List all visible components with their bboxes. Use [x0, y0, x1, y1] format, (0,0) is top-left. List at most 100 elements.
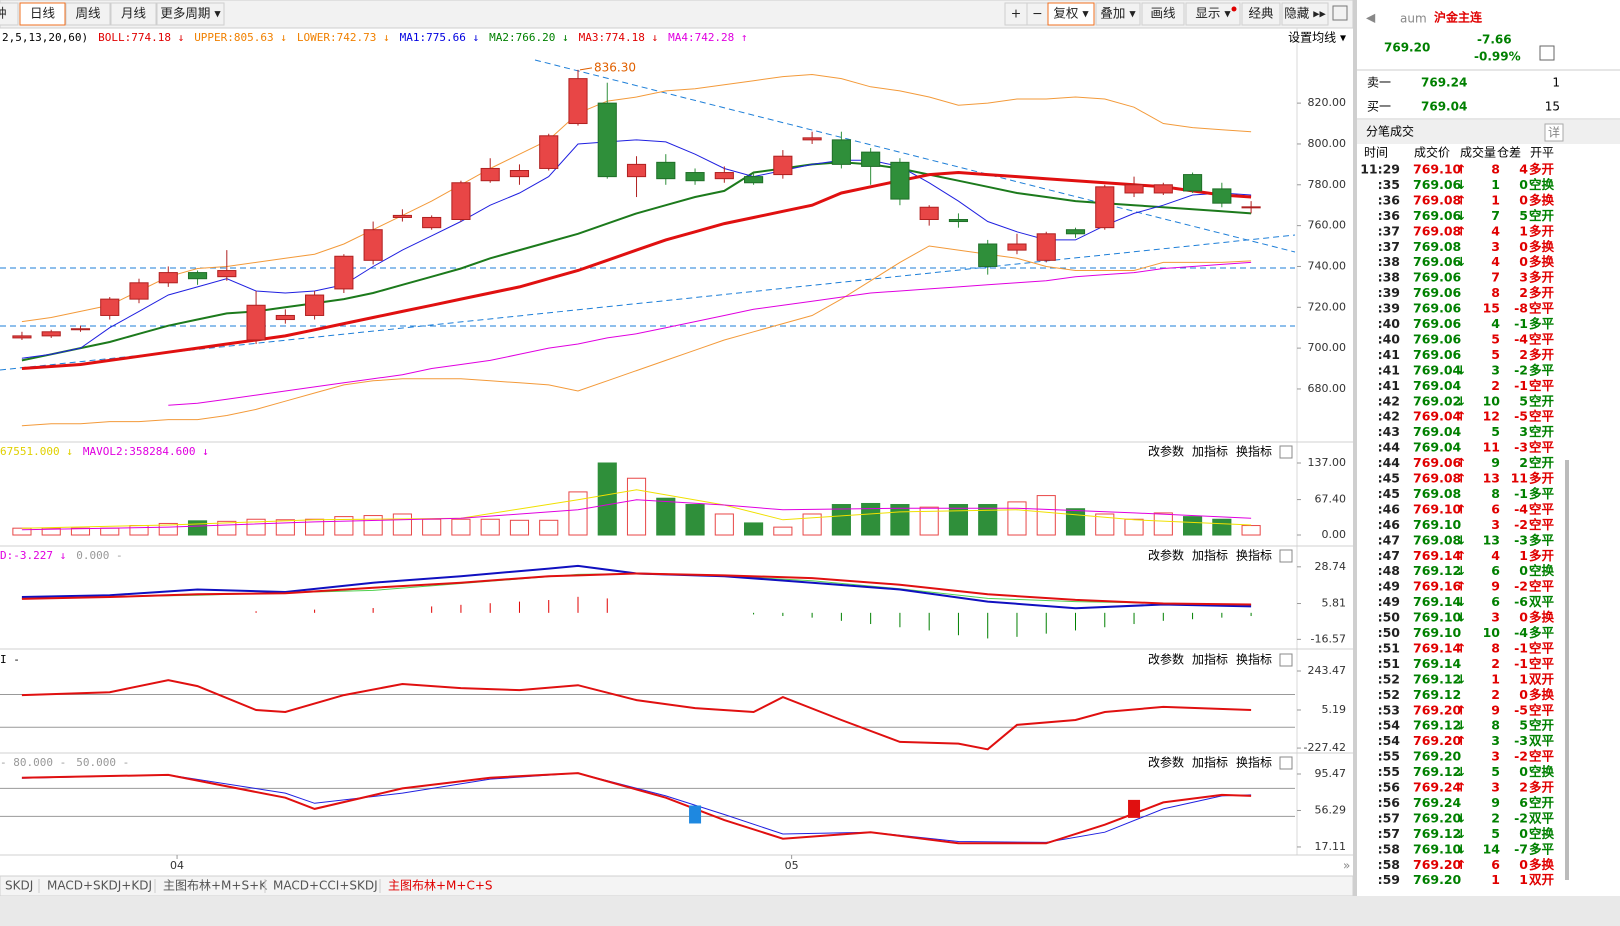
tool-button[interactable]	[1095, 2, 1141, 26]
panel-button[interactable]: 换指标	[1236, 548, 1272, 563]
panel-button[interactable]: 加指标	[1192, 755, 1228, 770]
signal-marker	[1128, 799, 1141, 818]
panel-button[interactable]: 加指标	[1192, 444, 1228, 459]
trade-arrow: ↑	[1456, 223, 1466, 238]
panel-button[interactable]: 换指标	[1236, 755, 1272, 770]
panel-button[interactable]: 换指标	[1236, 444, 1272, 459]
period-tab-label[interactable]: 周线	[75, 6, 101, 21]
trade-type: 多换	[1529, 192, 1555, 207]
y-tick-label: 680.00	[1308, 382, 1347, 395]
panel-button[interactable]: 换指标	[1236, 652, 1272, 667]
trade-oi-change: -6	[1514, 594, 1528, 609]
back-arrow[interactable]: ◀	[1366, 11, 1376, 25]
trade-type: 空开	[1529, 424, 1555, 439]
period-tab[interactable]	[110, 2, 157, 26]
period-tab[interactable]	[0, 2, 19, 26]
trade-price: 769.06	[1413, 331, 1462, 346]
tool-button-label[interactable]: 复权 ▾	[1053, 6, 1089, 21]
detail-button[interactable]	[1544, 123, 1564, 142]
tool-button-label[interactable]: +	[1011, 6, 1021, 21]
trade-oi-change: 5	[1519, 393, 1528, 408]
panel-close[interactable]	[1279, 445, 1293, 459]
trade-price: 769.12	[1413, 826, 1461, 841]
trade-type: 空开	[1529, 795, 1555, 810]
tool-button-label[interactable]: 叠加 ▾	[1100, 6, 1136, 21]
panel-button[interactable]: 加指标	[1192, 548, 1228, 563]
panel-close[interactable]	[1279, 653, 1293, 667]
tool-button-label[interactable]: 显示 ▾	[1195, 6, 1231, 21]
tool-button[interactable]	[1185, 2, 1241, 26]
indicator-tab[interactable]: MACD+SKDJ+KDJ	[47, 879, 152, 893]
tool-button-label[interactable]: 隐藏 ▸▸	[1284, 6, 1326, 21]
indicator-tab[interactable]: 主图布林+M+C+S	[388, 879, 493, 893]
period-tab[interactable]	[19, 2, 66, 26]
last-price: 769.20	[1384, 41, 1430, 55]
volume-bar	[1182, 516, 1203, 536]
indicator-tab[interactable]: MACD+CCI+SKDJ	[273, 879, 378, 893]
trade-price: 769.12	[1413, 718, 1461, 733]
scrollbar[interactable]	[1565, 460, 1569, 880]
panel-button[interactable]: 改参数	[1148, 652, 1184, 667]
trade-volume: 1	[1491, 872, 1500, 887]
trade-price: 769.06	[1413, 347, 1462, 362]
period-tab-label[interactable]: 日线	[30, 6, 56, 21]
trade-type: 空平	[1529, 702, 1555, 717]
trade-oi-change: -1	[1514, 486, 1528, 501]
trade-volume: 5	[1491, 331, 1500, 346]
panel-button[interactable]: 加指标	[1192, 652, 1228, 667]
trade-oi-change: 1	[1519, 223, 1528, 238]
panel-button[interactable]: 改参数	[1148, 444, 1184, 459]
indicator-line	[21, 170, 1252, 370]
fullscreen-icon[interactable]	[1332, 5, 1348, 21]
tool-button-label[interactable]: 经典	[1248, 6, 1273, 21]
ma-setting[interactable]: 设置均线 ▾	[1288, 31, 1346, 45]
period-tab-label[interactable]: 更多周期 ▾	[160, 6, 221, 21]
candle-body	[656, 161, 676, 180]
trade-time: :50	[1378, 625, 1401, 640]
column-header: 仓差	[1497, 146, 1521, 160]
trade-time: :54	[1378, 733, 1401, 748]
trade-volume: 8	[1491, 285, 1500, 300]
panel-button[interactable]: 改参数	[1148, 755, 1184, 770]
tool-button[interactable]	[1281, 2, 1329, 26]
panel-close[interactable]	[1279, 549, 1293, 563]
trade-price: 769.10	[1413, 625, 1462, 640]
indicator-tab[interactable]: SKDJ	[5, 879, 33, 893]
trade-type: 多换	[1529, 254, 1555, 269]
panel-close[interactable]	[1279, 756, 1293, 770]
trade-price: 769.08	[1413, 239, 1461, 254]
price-change: -7.66	[1477, 33, 1512, 47]
indicator-tab[interactable]: 主图布林+M+S+K	[163, 879, 268, 893]
period-tab-label[interactable]: 月线	[121, 6, 147, 21]
tool-button[interactable]	[1047, 2, 1095, 26]
trade-time: :57	[1378, 826, 1400, 841]
trade-type: 空平	[1529, 656, 1555, 671]
period-tab-label[interactable]: 分钟	[0, 6, 7, 21]
period-tab[interactable]	[156, 2, 225, 26]
trade-type: 空平	[1529, 579, 1555, 594]
volume-bar	[158, 522, 178, 536]
tool-button[interactable]	[1141, 2, 1185, 26]
trade-arrow: ↑	[1456, 548, 1466, 563]
detail-label[interactable]: 详	[1548, 125, 1560, 140]
trade-arrow: ↑	[1456, 640, 1466, 655]
trade-arrow: ↑	[1456, 780, 1466, 795]
volume-bar	[948, 504, 969, 536]
scroll-arrow[interactable]: »	[1343, 859, 1350, 873]
trade-price: 769.08	[1413, 486, 1461, 501]
tool-button-label[interactable]: 画线	[1150, 6, 1176, 21]
collapse-button[interactable]	[1539, 45, 1555, 61]
volume-bar	[802, 513, 822, 536]
indicator-line	[21, 772, 1252, 843]
candle-body	[12, 335, 32, 339]
indicator-label: MA1:775.66 ↓	[400, 31, 479, 44]
indicator-label: - 80.000 -	[0, 756, 66, 769]
tool-button[interactable]	[1241, 2, 1281, 26]
trade-price: 769.14	[1413, 594, 1462, 609]
period-tab[interactable]	[65, 2, 111, 26]
tool-button-label[interactable]: −	[1032, 6, 1042, 21]
panel-button[interactable]: 改参数	[1148, 548, 1184, 563]
indicator-label: LOWER:742.73 ↓	[297, 31, 390, 44]
y-tick-label: -16.57	[1311, 632, 1346, 645]
trade-type: 空平	[1529, 378, 1555, 393]
